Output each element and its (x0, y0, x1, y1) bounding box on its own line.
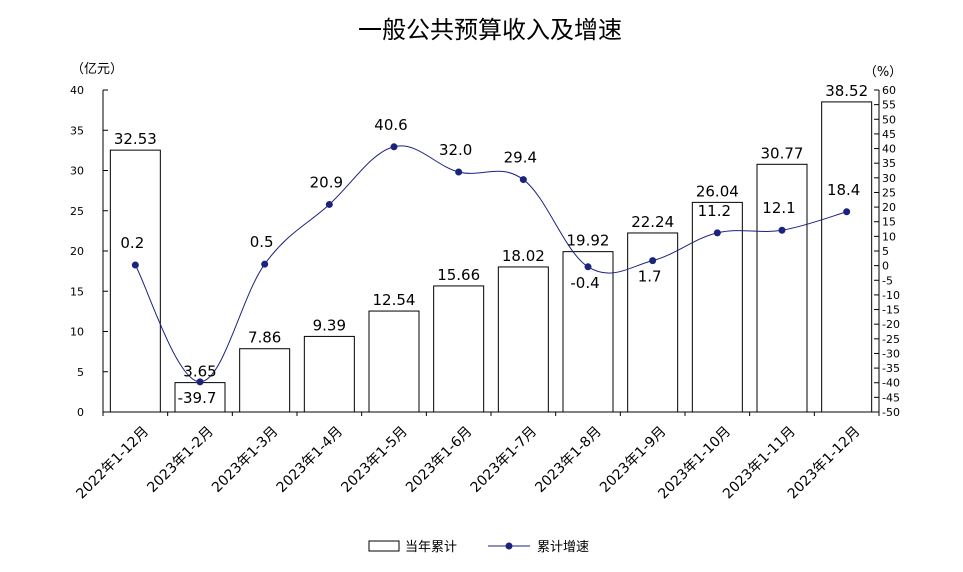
growth-marker (649, 257, 657, 265)
right-tick-label: -30 (882, 347, 900, 360)
bar-value-label: 7.86 (248, 329, 281, 347)
bar (497, 266, 549, 413)
left-tick-label: 25 (70, 205, 84, 218)
line-value-label: -0.4 (570, 274, 599, 292)
line-value-label: 18.4 (827, 181, 860, 199)
right-tick-label: -35 (882, 362, 900, 375)
right-tick-label: 50 (882, 113, 896, 126)
bar-value-label: 15.66 (437, 266, 480, 284)
bar (691, 201, 743, 413)
bar-value-label: 30.77 (761, 144, 804, 162)
right-tick-label: -50 (882, 406, 900, 419)
line-value-label: 11.2 (698, 202, 731, 220)
growth-marker (713, 229, 721, 237)
right-tick-label: 30 (882, 172, 896, 185)
line-value-label: 0.2 (120, 234, 144, 252)
line-value-label: 12.1 (762, 199, 795, 217)
bar-value-label: 22.24 (631, 213, 674, 231)
x-category-label: 2023年1-3月 (209, 424, 281, 496)
left-axis-unit: （亿元） (71, 62, 123, 77)
line-value-label: 40.6 (374, 116, 407, 134)
x-category-label: 2023年1-4月 (274, 424, 346, 496)
bar (303, 335, 355, 413)
right-tick-label: 10 (882, 230, 896, 243)
left-tick-label: 10 (70, 326, 84, 339)
left-tick-label: 15 (70, 285, 84, 298)
bar (174, 382, 226, 413)
x-category-label: 2023年1-6月 (403, 424, 475, 496)
right-tick-label: 40 (882, 143, 896, 156)
right-tick-label: 25 (882, 186, 896, 199)
growth-marker (196, 378, 204, 386)
right-tick-label: -5 (882, 274, 893, 287)
growth-marker (261, 260, 269, 268)
bar (627, 232, 679, 413)
line-value-label: 29.4 (504, 149, 537, 167)
right-tick-label: -45 (882, 391, 900, 404)
x-category-label: 2023年1-7月 (468, 424, 540, 496)
bar (562, 251, 614, 413)
bar (109, 149, 161, 413)
bar-value-label: 19.92 (567, 232, 610, 250)
bar-value-label: 26.04 (696, 182, 739, 200)
growth-marker (325, 200, 333, 208)
bar (368, 310, 420, 413)
right-tick-label: 0 (882, 260, 889, 273)
line-value-label: 0.5 (250, 233, 274, 251)
x-category-label: 2022年1-12月 (73, 424, 152, 503)
right-tick-label: 35 (882, 157, 896, 170)
line-value-label: 32.0 (439, 141, 472, 159)
bar (821, 101, 873, 413)
right-tick-label: 45 (882, 128, 896, 141)
left-tick-label: 40 (70, 84, 84, 97)
right-tick-label: -10 (882, 289, 900, 302)
right-tick-label: 55 (882, 99, 896, 112)
left-tick-label: 30 (70, 165, 84, 178)
left-tick-label: 20 (70, 245, 84, 258)
left-tick-label: 35 (70, 124, 84, 137)
right-tick-label: -20 (882, 318, 900, 331)
legend: 当年累计 累计增速 (368, 540, 589, 555)
growth-marker (131, 261, 139, 269)
line-value-label: 1.7 (638, 268, 662, 286)
growth-marker (584, 263, 592, 271)
legend-bar-swatch (368, 540, 400, 552)
x-category-label: 2023年1-5月 (338, 424, 410, 496)
right-tick-label: 20 (882, 201, 896, 214)
legend-line-marker (505, 542, 513, 550)
bar (433, 285, 485, 413)
growth-marker (519, 176, 527, 184)
left-tick-label: 0 (77, 406, 84, 419)
right-axis-unit: （%） (864, 65, 902, 80)
bar-value-label: 18.02 (502, 247, 545, 265)
bar (756, 163, 808, 413)
bar-value-label: 3.65 (183, 363, 216, 381)
legend-bar-label: 当年累计 (405, 540, 457, 555)
line-value-label: -39.7 (178, 389, 217, 407)
right-tick-label: 15 (882, 216, 896, 229)
right-tick-label: 5 (882, 245, 889, 258)
right-tick-label: -25 (882, 333, 900, 346)
bar (239, 348, 291, 413)
growth-marker (390, 143, 398, 151)
line-value-label: 20.9 (310, 173, 343, 191)
growth-marker (778, 226, 786, 234)
right-tick-label: -40 (882, 377, 900, 390)
bar-value-label: 9.39 (313, 316, 346, 334)
x-category-label: 2023年1-9月 (597, 424, 669, 496)
right-tick-label: -15 (882, 304, 900, 317)
chart-title: 一般公共预算收入及增速 (358, 16, 622, 44)
bar-value-label: 12.54 (373, 291, 416, 309)
x-category-label: 2023年1-8月 (532, 424, 604, 496)
right-tick-label: 60 (882, 84, 896, 97)
bar-value-label: 32.53 (114, 130, 157, 148)
x-category-label: 2023年1-2月 (144, 424, 216, 496)
bar-value-label: 38.52 (825, 82, 868, 100)
growth-marker (455, 168, 463, 176)
left-tick-label: 5 (77, 366, 84, 379)
growth-marker (843, 208, 851, 216)
plot-area: 0510152025303540-50-45-40-35-30-25-20-15… (70, 82, 900, 502)
legend-line-label: 累计增速 (537, 540, 589, 555)
